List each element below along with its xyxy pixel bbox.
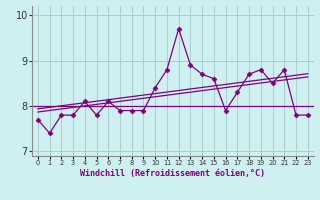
X-axis label: Windchill (Refroidissement éolien,°C): Windchill (Refroidissement éolien,°C) xyxy=(80,169,265,178)
